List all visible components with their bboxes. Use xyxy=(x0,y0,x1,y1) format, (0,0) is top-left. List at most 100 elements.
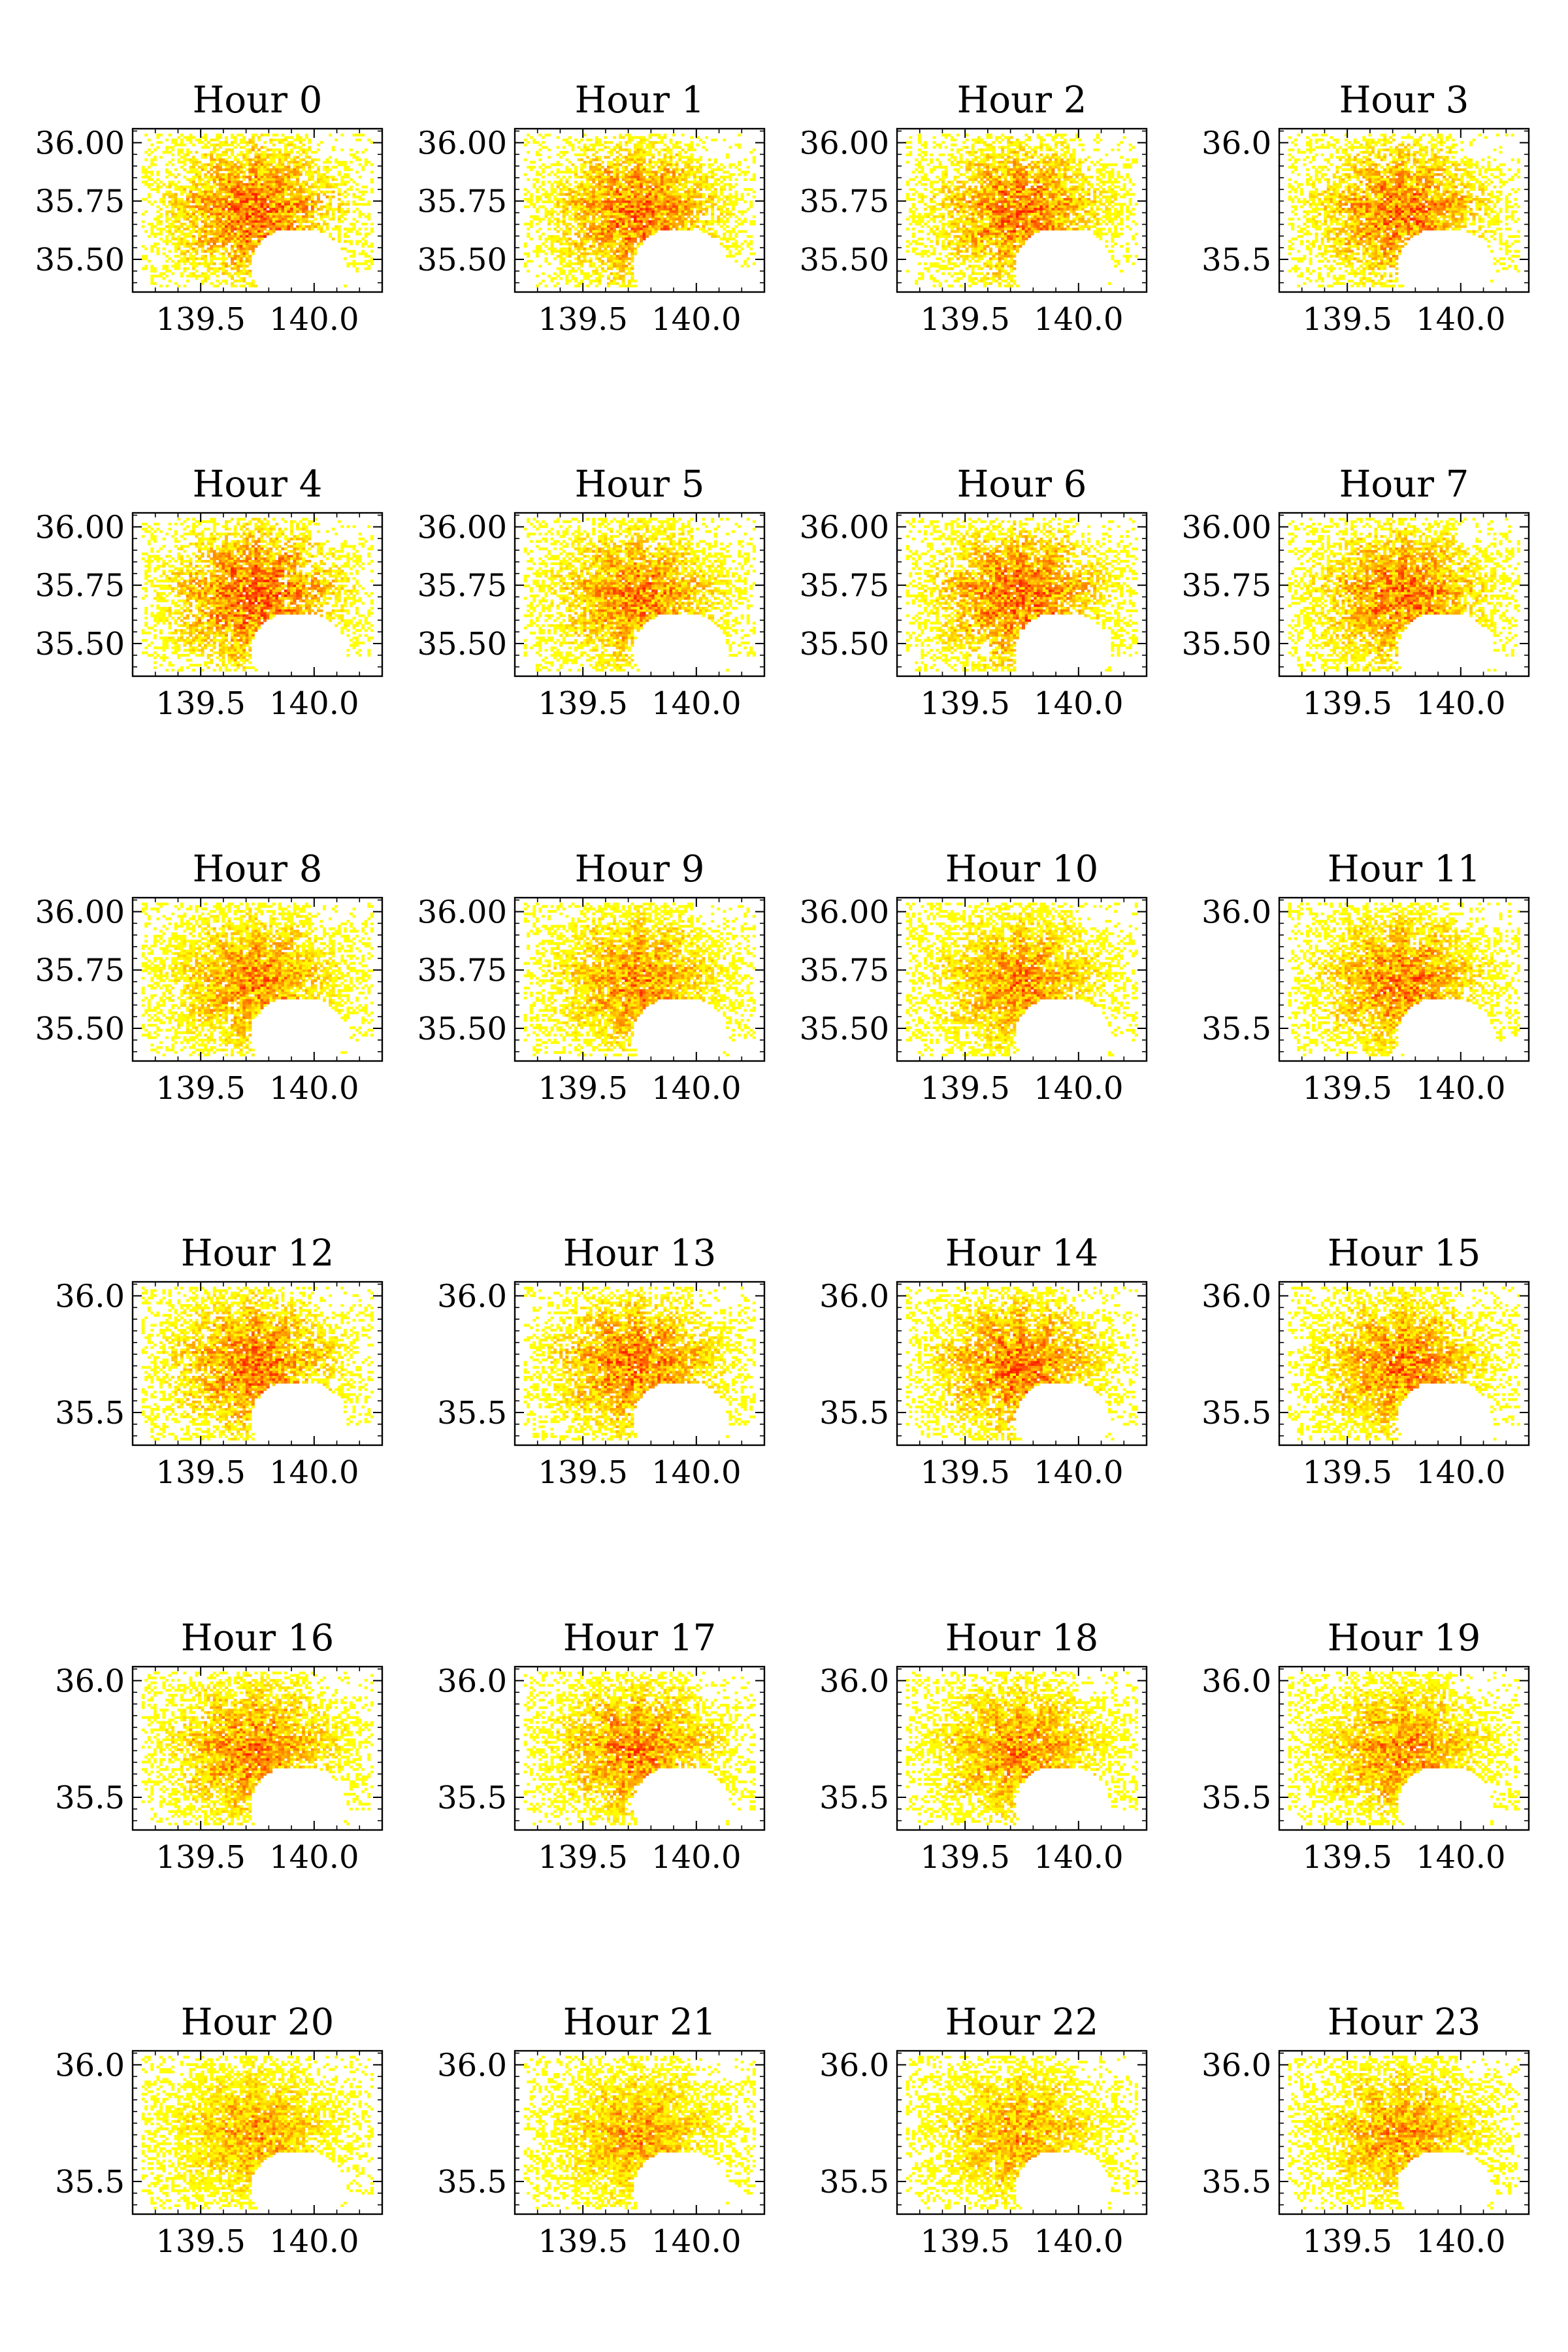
heatmap-cell xyxy=(305,136,308,139)
heatmap-cell xyxy=(150,163,154,166)
heatmap-cell xyxy=(275,208,278,210)
heatmap-cell xyxy=(287,151,290,154)
heatmap-cell xyxy=(367,216,370,218)
heatmap-cell xyxy=(171,173,174,176)
heatmap-cell xyxy=(367,203,370,206)
heatmap-cell xyxy=(213,171,216,173)
heatmap-cell xyxy=(290,218,293,220)
heatmap-cell xyxy=(189,169,192,171)
heatmap-cell xyxy=(272,183,276,186)
heatmap-cell xyxy=(353,154,356,156)
heatmap-cell xyxy=(254,178,257,181)
heatmap-cell xyxy=(359,191,362,193)
heatmap-cell xyxy=(171,146,174,149)
heatmap-cell xyxy=(177,158,180,161)
heatmap-cell xyxy=(142,181,145,184)
heatmap-cell xyxy=(293,216,297,218)
heatmap-cell xyxy=(165,151,169,154)
heatmap-cell xyxy=(284,169,287,171)
heatmap-cell xyxy=(156,183,159,186)
heatmap-cell xyxy=(195,151,199,154)
heatmap-cell xyxy=(192,176,195,178)
heatmap-cell xyxy=(186,139,189,141)
heatmap-cell xyxy=(284,188,287,191)
heatmap-cell xyxy=(186,193,189,195)
heatmap-cell xyxy=(144,169,148,171)
heatmap-cell xyxy=(225,158,228,161)
heatmap-cell xyxy=(281,161,284,163)
heatmap-cell xyxy=(281,191,284,193)
heatmap-cell xyxy=(278,163,282,166)
heatmap-cell xyxy=(284,210,287,213)
heatmap-cell xyxy=(246,198,249,201)
heatmap-cell xyxy=(242,193,246,195)
heatmap-cell xyxy=(225,195,228,198)
heatmap-cell xyxy=(148,186,151,188)
heatmap-cell xyxy=(201,213,204,216)
heatmap-cell xyxy=(329,186,332,188)
heatmap-cell xyxy=(177,188,180,191)
heatmap-cell xyxy=(201,191,204,193)
heatmap-cell xyxy=(219,186,222,188)
heatmap-cell xyxy=(240,154,243,156)
heatmap-cell xyxy=(204,134,207,137)
heatmap-cell xyxy=(183,169,186,171)
heatmap-cell xyxy=(198,141,201,144)
heatmap-cell xyxy=(257,136,261,139)
heatmap-cell xyxy=(335,178,338,181)
heatmap-cell xyxy=(293,183,297,186)
heatmap-cell xyxy=(219,144,222,146)
heatmap-cell xyxy=(242,191,246,193)
heatmap-cell xyxy=(340,193,344,195)
heatmap-cell xyxy=(317,171,320,173)
heatmap-cell xyxy=(359,134,362,137)
heatmap-cell xyxy=(183,213,186,216)
heatmap-cell xyxy=(221,205,225,208)
heatmap-cell xyxy=(242,166,246,169)
heatmap-cell xyxy=(180,213,184,216)
heatmap-cell xyxy=(320,173,323,176)
heatmap-cell xyxy=(252,139,255,141)
heatmap-cell xyxy=(242,163,246,166)
heatmap-cell xyxy=(248,173,252,176)
heatmap-cell xyxy=(237,158,240,161)
heatmap-cell xyxy=(252,218,255,220)
heatmap-cell xyxy=(299,203,302,206)
heatmap-cell xyxy=(195,193,199,195)
heatmap-cell xyxy=(302,195,305,198)
heatmap-cell xyxy=(240,163,243,166)
heatmap-cell xyxy=(246,201,249,203)
heatmap-cell xyxy=(302,208,305,210)
heatmap-cell xyxy=(278,148,282,151)
heatmap-cell xyxy=(189,205,192,208)
heatmap-cell xyxy=(242,188,246,191)
heatmap-cell xyxy=(201,195,204,198)
heatmap-cell xyxy=(302,148,305,151)
heatmap-cell xyxy=(329,191,332,193)
heatmap-cell xyxy=(213,181,216,184)
heatmap-cell xyxy=(284,218,287,220)
heatmap-cell xyxy=(189,166,192,169)
heatmap-cell xyxy=(269,210,272,213)
heatmap-cell xyxy=(284,181,287,184)
heatmap-cell xyxy=(299,163,302,166)
heatmap-cell xyxy=(320,216,323,218)
heatmap-cell xyxy=(225,173,228,176)
heatmap-cell xyxy=(299,166,302,169)
heatmap-cell xyxy=(263,158,267,161)
heatmap-cell xyxy=(284,139,287,141)
heatmap-cell xyxy=(210,198,213,201)
heatmap-cell xyxy=(242,218,246,220)
heatmap-cell xyxy=(225,161,228,163)
heatmap-cell xyxy=(305,210,308,213)
heatmap-cell xyxy=(219,173,222,176)
heatmap-cell xyxy=(296,201,299,203)
heatmap-cell xyxy=(287,213,290,216)
heatmap-cell xyxy=(207,208,210,210)
heatmap-cell xyxy=(240,191,243,193)
heatmap-cell xyxy=(355,183,359,186)
heatmap-cell xyxy=(171,148,174,151)
heatmap-cell xyxy=(263,216,267,218)
heatmap-cell xyxy=(254,208,257,210)
heatmap-cell xyxy=(317,188,320,191)
